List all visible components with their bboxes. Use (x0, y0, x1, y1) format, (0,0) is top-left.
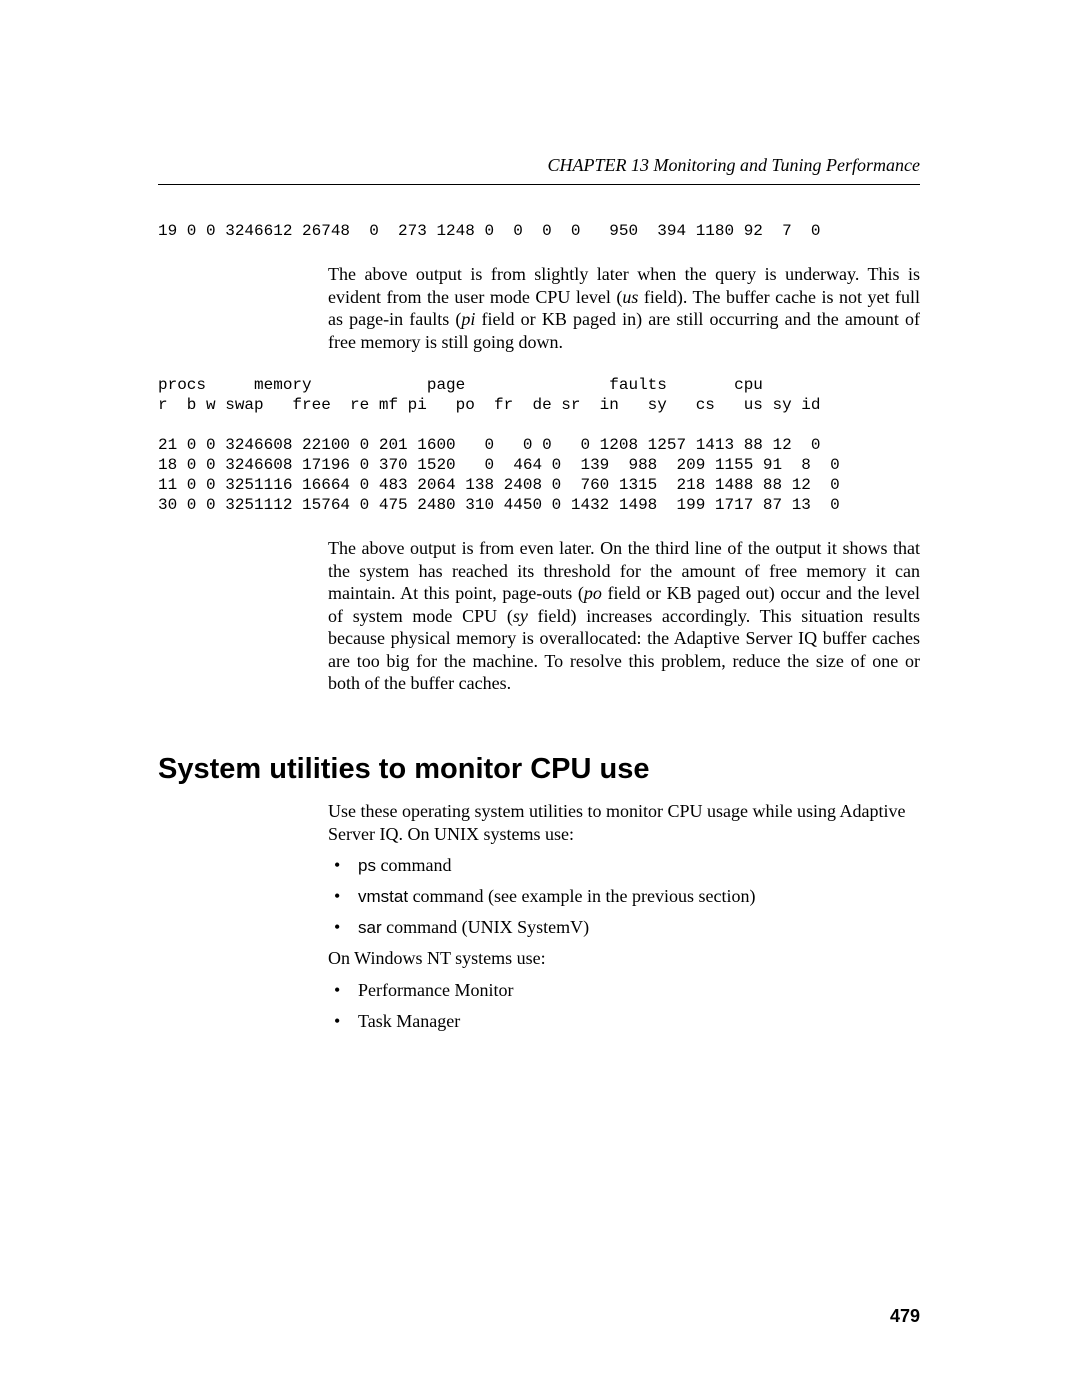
list-item: sar command (UNIX SystemV) (328, 914, 920, 941)
command-name: sar (358, 918, 382, 937)
command-desc: command (see example in the previous sec… (408, 886, 755, 906)
chapter-header: CHAPTER 13 Monitoring and Tuning Perform… (158, 155, 920, 176)
list-item: Task Manager (328, 1008, 920, 1035)
p2-italic-1: po (584, 583, 602, 603)
list-item: vmstat command (see example in the previ… (328, 883, 920, 910)
header-rule (158, 184, 920, 185)
paragraph-1: The above output is from slightly later … (328, 263, 920, 353)
nt-text: On Windows NT systems use: (328, 947, 920, 970)
vmstat-output-2: procs memory page faults cpu r b w swap … (158, 375, 920, 515)
unix-utilities-list: ps command vmstat command (see example i… (328, 852, 920, 941)
item-label: Performance Monitor (358, 980, 513, 1000)
command-desc: command (UNIX SystemV) (382, 917, 589, 937)
intro-text: Use these operating system utilities to … (328, 800, 920, 847)
section-heading: System utilities to monitor CPU use (158, 753, 920, 786)
p1-italic-1: us (622, 287, 638, 307)
list-item: ps command (328, 852, 920, 879)
command-desc: command (376, 855, 451, 875)
p2-italic-2: sy (513, 606, 528, 626)
command-name: ps (358, 856, 376, 875)
paragraph-2: The above output is from even later. On … (328, 537, 920, 695)
item-label: Task Manager (358, 1011, 460, 1031)
list-item: Performance Monitor (328, 977, 920, 1004)
p1-italic-2: pi (461, 309, 475, 329)
command-name: vmstat (358, 887, 408, 906)
vmstat-output-1: 19 0 0 3246612 26748 0 273 1248 0 0 0 0 … (158, 221, 920, 241)
nt-utilities-list: Performance Monitor Task Manager (328, 977, 920, 1035)
page-number: 479 (890, 1306, 920, 1327)
